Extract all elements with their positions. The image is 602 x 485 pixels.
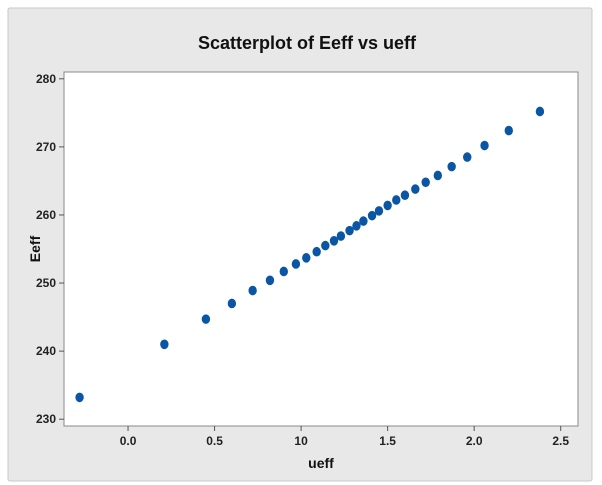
data-point	[352, 221, 361, 231]
x-tick-label: 1.5	[379, 434, 396, 448]
chart-title: Scatterplot of Eeff vs ueff	[198, 33, 417, 53]
y-tick-label: 240	[36, 344, 56, 358]
data-point	[504, 125, 513, 136]
data-point	[463, 152, 472, 162]
data-point	[201, 314, 211, 324]
data-point	[392, 195, 401, 205]
data-point	[447, 161, 456, 172]
data-point	[421, 177, 430, 188]
data-point	[374, 206, 384, 216]
data-point	[265, 275, 275, 286]
plot-area	[63, 71, 579, 427]
y-axis-ticks: 230 240 250 260 270 280	[36, 72, 64, 426]
data-point	[248, 285, 257, 296]
data-point	[383, 200, 392, 211]
y-tick-label: 270	[36, 140, 56, 154]
data-point	[321, 240, 330, 251]
data-point	[345, 225, 354, 236]
y-axis-label: Eeff	[27, 235, 43, 262]
x-tick-label: 0.0	[120, 434, 137, 448]
y-tick-label: 250	[36, 276, 56, 290]
data-point	[329, 236, 339, 246]
data-point	[279, 266, 288, 277]
data-point	[433, 170, 443, 181]
data-point	[75, 392, 84, 403]
data-point	[359, 216, 368, 226]
data-point	[411, 184, 420, 194]
data-point	[227, 298, 237, 309]
data-points	[75, 106, 545, 403]
data-point	[480, 140, 489, 151]
data-point	[336, 231, 346, 241]
x-tick-label: 2.5	[552, 434, 569, 448]
y-tick-label: 260	[36, 208, 56, 222]
x-axis-label: ueff	[308, 455, 334, 471]
data-point	[367, 210, 377, 221]
x-tick-label: 0.5	[206, 434, 223, 448]
data-point	[302, 253, 311, 263]
data-point	[160, 339, 169, 350]
y-tick-label: 230	[36, 412, 56, 426]
data-point	[291, 259, 301, 269]
data-point	[535, 106, 545, 117]
x-tick-label: 10	[294, 434, 308, 448]
data-point	[312, 246, 321, 257]
data-point	[400, 190, 410, 201]
x-tick-label: 2.0	[466, 434, 483, 448]
x-axis-ticks: 0.0 0.5 10 1.5 2.0 2.5	[120, 426, 569, 448]
y-tick-label: 280	[36, 72, 56, 86]
